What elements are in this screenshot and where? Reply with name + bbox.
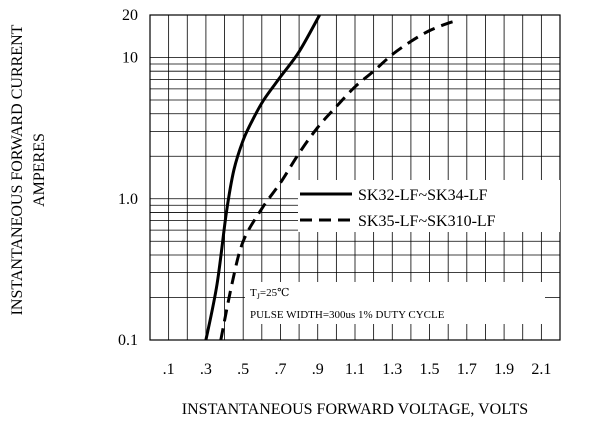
annotation-pulse-width: PULSE WIDTH=300us 1% DUTY CYCLE (250, 309, 445, 321)
x-tick-label: .7 (274, 361, 286, 378)
x-tick-label: .5 (237, 361, 249, 378)
x-tick-labels: .1 .3 .5 .7 .9 1.1 1.3 1.5 1.7 1.9 2.1 (163, 361, 552, 378)
series-line-2 (219, 19, 458, 341)
annotation-box (245, 282, 545, 324)
x-tick-label: 1.7 (457, 361, 477, 378)
y-tick-labels: 20 10 1.0 0.1 (118, 7, 138, 349)
x-tick-label: .1 (163, 361, 175, 378)
legend-box (298, 180, 560, 232)
annotation-junction-temperature: TJ=25℃ (250, 287, 289, 301)
x-tick-label: .9 (312, 361, 324, 378)
series-lines (204, 14, 458, 341)
legend: SK32-LF~SK34-LF SK35-LF~SK310-LF (300, 187, 496, 230)
y-tick-label: 20 (122, 7, 138, 24)
x-tick-label: .3 (200, 361, 212, 378)
x-tick-label: 2.1 (531, 361, 551, 378)
x-tick-label: 1.9 (494, 361, 514, 378)
series-line-1 (204, 14, 321, 341)
x-tick-label: 1.1 (345, 361, 365, 378)
y-tick-label: 0.1 (118, 332, 138, 349)
legend-label-1: SK32-LF~SK34-LF (358, 187, 488, 204)
y-axis-title-line-1: INSTANTANEOUS FORWARD CURRENT (9, 24, 26, 315)
y-tick-label: 1.0 (118, 191, 138, 208)
x-tick-label: 1.5 (420, 361, 440, 378)
x-axis-title: INSTANTANEOUS FORWARD VOLTAGE, VOLTS (182, 401, 528, 418)
y-axis-title-line-2: AMPERES (31, 133, 48, 207)
y-tick-label: 10 (122, 50, 138, 67)
legend-label-2: SK35-LF~SK310-LF (358, 213, 496, 230)
x-tick-label: 1.3 (382, 361, 402, 378)
